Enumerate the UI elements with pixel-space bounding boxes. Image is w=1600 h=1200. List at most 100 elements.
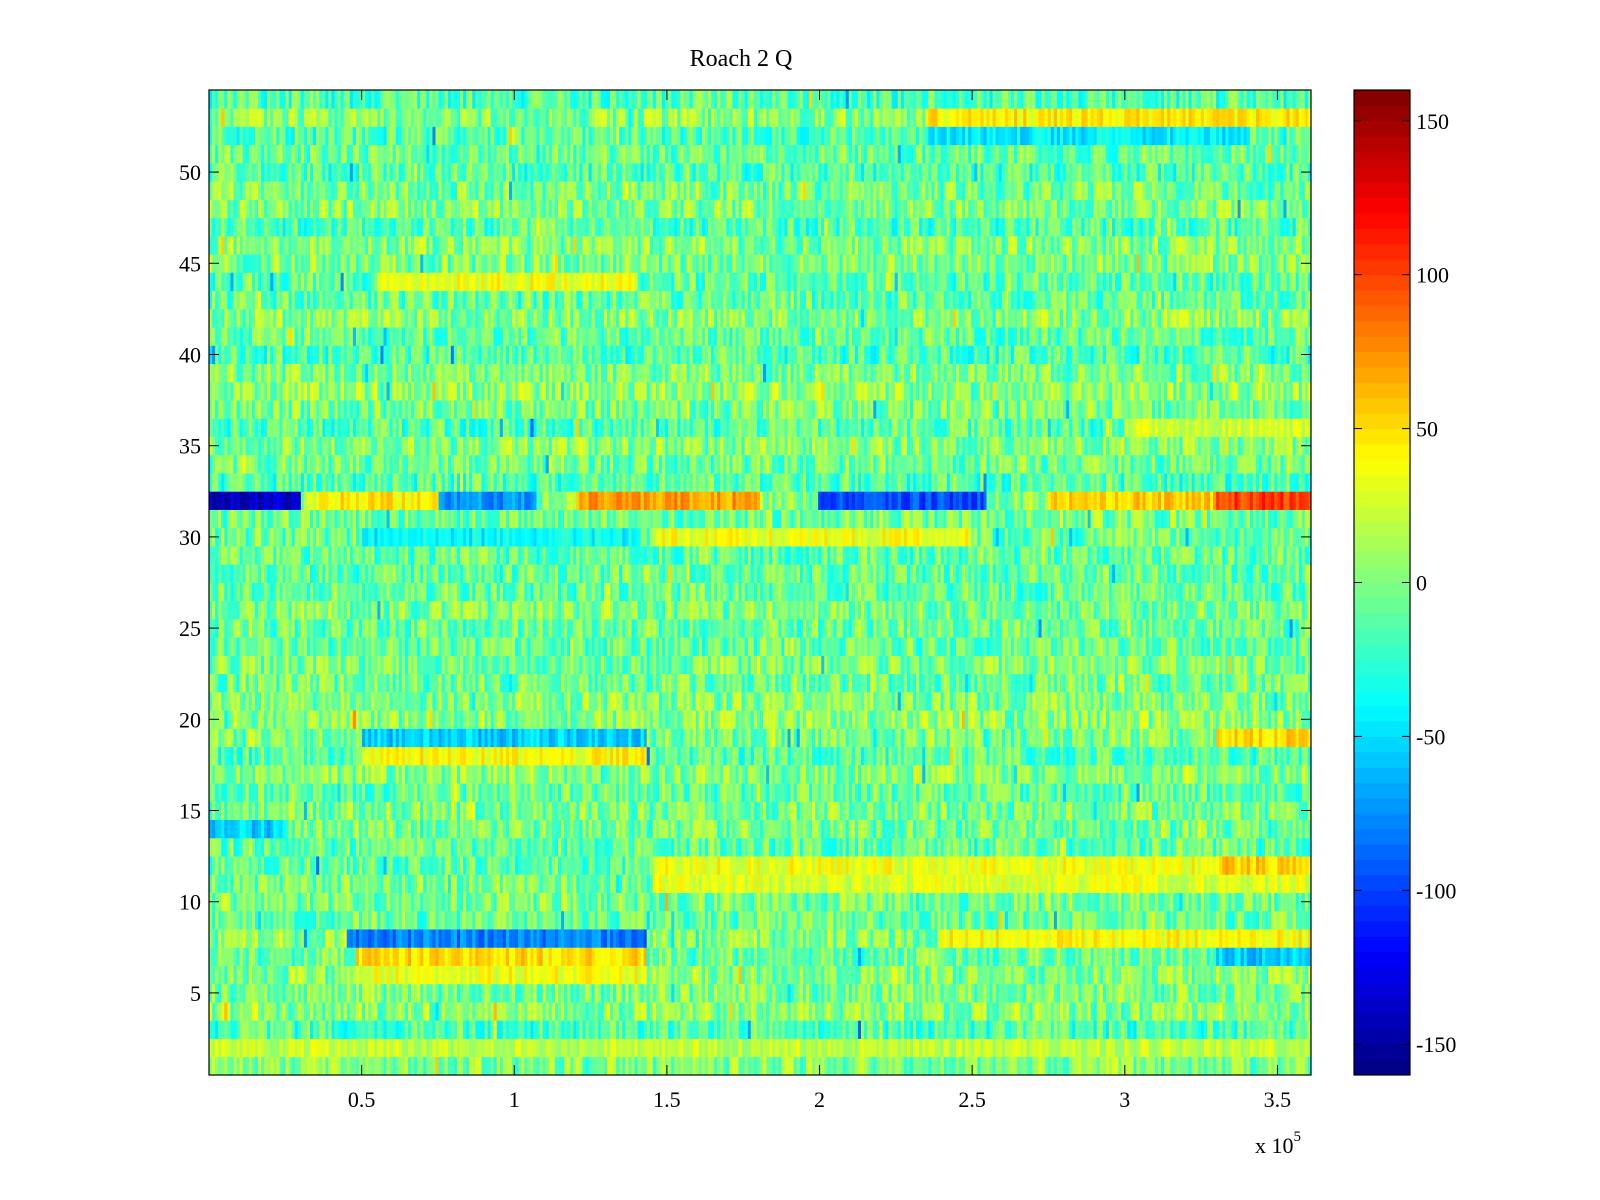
heatmap-cell: [616, 819, 620, 839]
heatmap-cell: [1007, 947, 1012, 966]
heatmap-cell: [1096, 965, 1101, 985]
heatmap-cell: [1164, 856, 1168, 875]
heatmap-cell: [952, 819, 957, 839]
heatmap-cell: [1182, 929, 1186, 948]
heatmap-cell: [297, 837, 302, 857]
heatmap-cell: [392, 965, 397, 985]
heatmap-cell: [1035, 1002, 1039, 1021]
heatmap-cell: [411, 1002, 415, 1021]
heatmap-cell: [1213, 965, 1217, 985]
heatmap-cell: [450, 892, 455, 912]
heatmap-cell: [772, 819, 776, 839]
heatmap-cell: [212, 965, 216, 985]
heatmap-cell: [303, 837, 308, 857]
heatmap-cell: [1145, 1038, 1150, 1058]
heatmap-cell: [389, 837, 394, 857]
heatmap-cell: [1164, 874, 1168, 893]
heatmap-cell: [1014, 929, 1018, 948]
heatmap-cell: [340, 819, 345, 839]
heatmap-cell: [1078, 819, 1082, 839]
heatmap-cell: [1078, 837, 1082, 857]
heatmap-cell: [209, 965, 213, 985]
heatmap-cell: [1182, 892, 1186, 912]
heatmap-cell: [1304, 856, 1309, 875]
heatmap-cell: [1047, 1020, 1052, 1039]
heatmap-cell: [362, 1020, 366, 1039]
heatmap-cell: [539, 1002, 544, 1021]
heatmap-cell: [362, 1056, 366, 1076]
heatmap-cell: [352, 910, 357, 930]
heatmap-cell: [221, 1020, 225, 1039]
heatmap-cell: [1157, 1020, 1162, 1039]
heatmap-cell: [297, 910, 302, 930]
heatmap-cell: [799, 856, 804, 875]
heatmap-cell: [322, 983, 326, 1003]
heatmap-cell: [1087, 892, 1091, 912]
heatmap-cell: [827, 819, 831, 839]
heatmap-cell: [1148, 874, 1153, 893]
heatmap-cell: [493, 1002, 498, 1021]
heatmap-cell: [524, 947, 528, 966]
heatmap-cell: [616, 929, 620, 948]
heatmap-cell: [1053, 965, 1058, 985]
heatmap-cell: [928, 947, 932, 966]
heatmap-cell: [848, 819, 853, 839]
heatmap-cell: [245, 965, 250, 985]
heatmap-cell: [1154, 892, 1159, 912]
heatmap-cell: [701, 819, 706, 839]
heatmap-cell: [1191, 1002, 1196, 1021]
heatmap-cell: [362, 983, 366, 1003]
heatmap-cell: [1075, 1020, 1079, 1039]
heatmap-cell: [230, 1020, 234, 1039]
heatmap-cell: [686, 1038, 690, 1058]
heatmap-cell: [1007, 983, 1012, 1003]
heatmap-cell: [812, 1002, 816, 1021]
heatmap-cell: [1240, 947, 1245, 966]
heatmap-cell: [561, 1056, 565, 1076]
heatmap-cell: [738, 1056, 743, 1076]
heatmap-cell: [411, 947, 415, 966]
heatmap-cell: [407, 1002, 412, 1021]
heatmap-cell: [655, 1038, 660, 1058]
heatmap-cell: [766, 1002, 770, 1021]
heatmap-cell: [420, 983, 424, 1003]
heatmap-cell: [435, 819, 439, 839]
heatmap-cell: [628, 856, 632, 875]
heatmap-cell: [1084, 929, 1088, 948]
heatmap-cell: [493, 1056, 498, 1076]
heatmap-cell: [1105, 947, 1110, 966]
heatmap-cell: [818, 856, 822, 875]
heatmap-cell: [1216, 929, 1220, 948]
heatmap-cell: [313, 947, 317, 966]
heatmap-cell: [1078, 1020, 1082, 1039]
heatmap-cell: [1023, 910, 1027, 930]
heatmap-cell: [1243, 910, 1248, 930]
heatmap-cell: [830, 1056, 834, 1076]
heatmap-cell: [1142, 856, 1147, 875]
heatmap-cell: [218, 983, 222, 1003]
heatmap-cell: [1231, 929, 1235, 948]
heatmap-cell: [928, 1002, 932, 1021]
heatmap-cell: [1075, 983, 1079, 1003]
heatmap-cell: [1124, 837, 1128, 857]
heatmap-cell: [1271, 929, 1275, 948]
heatmap-cell: [677, 1020, 681, 1039]
heatmap-cell: [1093, 1002, 1098, 1021]
heatmap-cell: [1136, 1002, 1140, 1021]
heatmap-cell: [646, 947, 651, 966]
heatmap-cell: [637, 837, 642, 857]
heatmap-cell: [1047, 983, 1052, 1003]
heatmap-cell: [842, 983, 847, 1003]
heatmap-cell: [276, 874, 280, 893]
heatmap-cell: [1087, 947, 1091, 966]
heatmap-cell: [704, 1038, 709, 1058]
heatmap-cell: [588, 892, 593, 912]
heatmap-cell: [1020, 837, 1024, 857]
heatmap-cell: [1026, 856, 1030, 875]
heatmap-cell: [340, 947, 345, 966]
heatmap-cell: [808, 910, 813, 930]
heatmap-cell: [1102, 837, 1107, 857]
heatmap-cell: [1081, 1002, 1085, 1021]
heatmap-cell: [1026, 837, 1030, 857]
heatmap-cell: [570, 1038, 574, 1058]
